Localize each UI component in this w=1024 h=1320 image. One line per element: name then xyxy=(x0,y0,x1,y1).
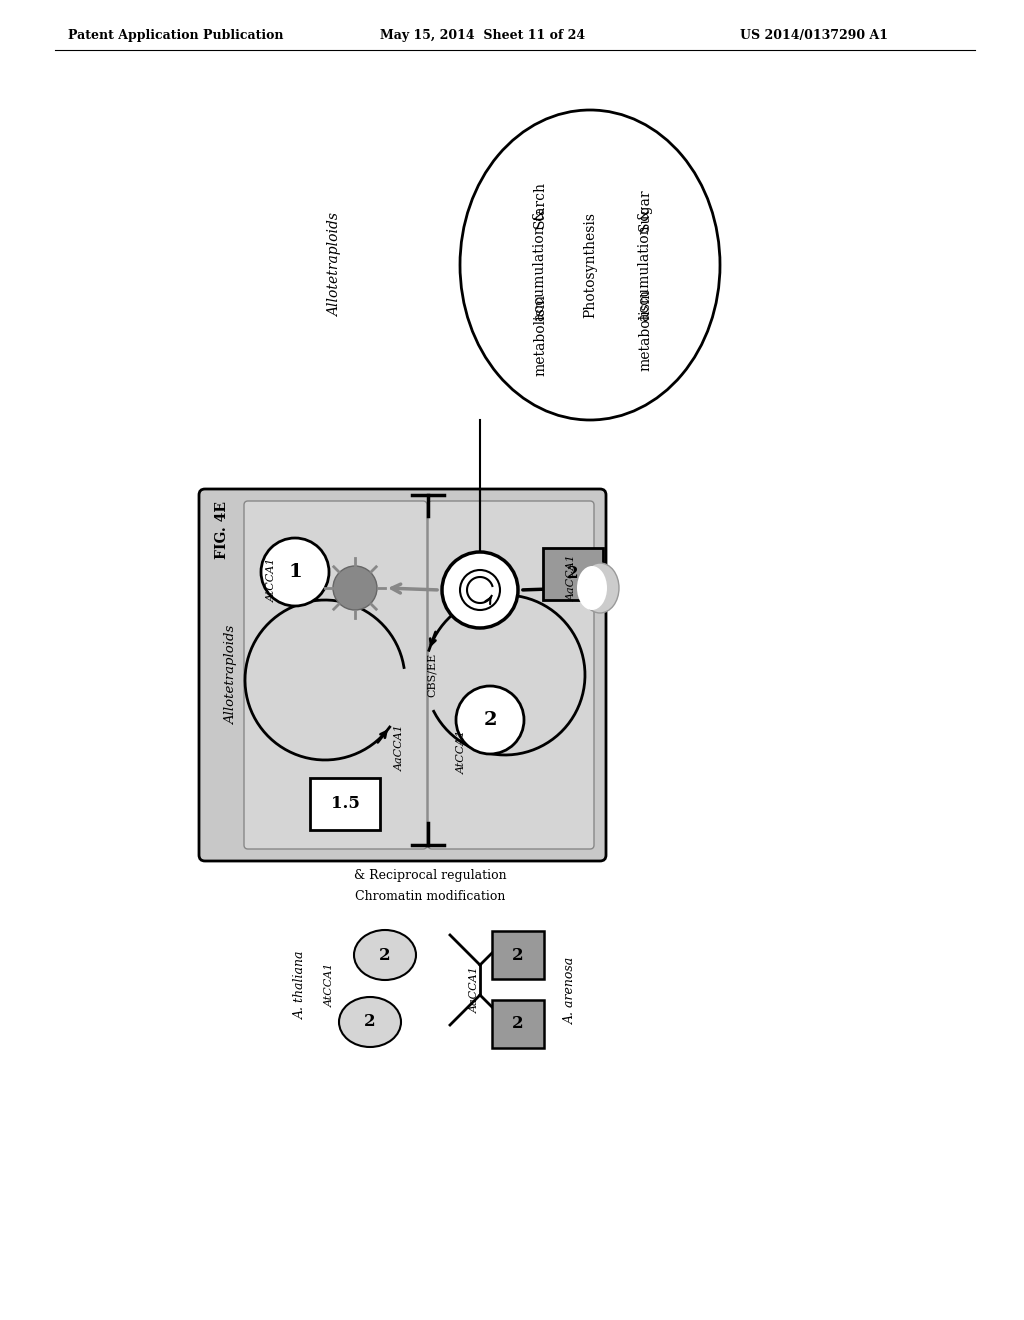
Text: accumulation &: accumulation & xyxy=(534,209,547,321)
FancyBboxPatch shape xyxy=(428,502,594,849)
Text: accumulation &: accumulation & xyxy=(638,209,652,321)
Text: Chromatin modification: Chromatin modification xyxy=(354,890,505,903)
Circle shape xyxy=(333,566,377,610)
Ellipse shape xyxy=(339,997,401,1047)
Text: Patent Application Publication: Patent Application Publication xyxy=(68,29,284,41)
Text: 1.5: 1.5 xyxy=(331,796,359,813)
FancyBboxPatch shape xyxy=(543,548,603,601)
Text: 2: 2 xyxy=(365,1014,376,1031)
Text: AtCCA1: AtCCA1 xyxy=(457,730,467,775)
Text: & Reciprocal regulation: & Reciprocal regulation xyxy=(353,870,506,883)
Ellipse shape xyxy=(577,566,607,610)
Text: CBS/EE: CBS/EE xyxy=(427,653,437,697)
Text: 2: 2 xyxy=(483,711,497,729)
Circle shape xyxy=(261,539,329,606)
Circle shape xyxy=(442,552,518,628)
Text: A. thaliana: A. thaliana xyxy=(294,950,306,1019)
Text: AaCCA1: AaCCA1 xyxy=(470,966,480,1014)
Text: 1: 1 xyxy=(288,564,302,581)
FancyBboxPatch shape xyxy=(310,777,380,830)
Text: 2: 2 xyxy=(379,946,391,964)
Text: AaCCA1: AaCCA1 xyxy=(567,554,577,602)
Text: Starch: Starch xyxy=(534,181,547,228)
Text: metabolism: metabolism xyxy=(534,294,547,376)
Text: AtCCA1: AtCCA1 xyxy=(267,558,278,602)
Text: 2: 2 xyxy=(512,1015,524,1032)
FancyBboxPatch shape xyxy=(244,502,427,849)
Text: US 2014/0137290 A1: US 2014/0137290 A1 xyxy=(740,29,888,41)
Text: 2: 2 xyxy=(567,565,579,582)
Text: Sugar: Sugar xyxy=(638,189,652,231)
Text: FIG. 4E: FIG. 4E xyxy=(215,502,229,558)
Text: 2: 2 xyxy=(512,946,524,964)
FancyBboxPatch shape xyxy=(492,1001,544,1048)
Text: Allotetraploids: Allotetraploids xyxy=(328,213,342,317)
FancyBboxPatch shape xyxy=(492,931,544,979)
Ellipse shape xyxy=(581,564,618,612)
FancyBboxPatch shape xyxy=(199,488,606,861)
Text: Photosynthesis: Photosynthesis xyxy=(583,213,597,318)
Text: May 15, 2014  Sheet 11 of 24: May 15, 2014 Sheet 11 of 24 xyxy=(380,29,585,41)
Text: AtCCA1: AtCCA1 xyxy=(325,962,335,1007)
Text: AaCCA1: AaCCA1 xyxy=(395,725,406,771)
Text: Allotetraploids: Allotetraploids xyxy=(225,626,239,725)
Circle shape xyxy=(456,686,524,754)
Text: metabolism: metabolism xyxy=(638,289,652,371)
Ellipse shape xyxy=(354,931,416,979)
Text: A. arenosa: A. arenosa xyxy=(563,957,577,1023)
